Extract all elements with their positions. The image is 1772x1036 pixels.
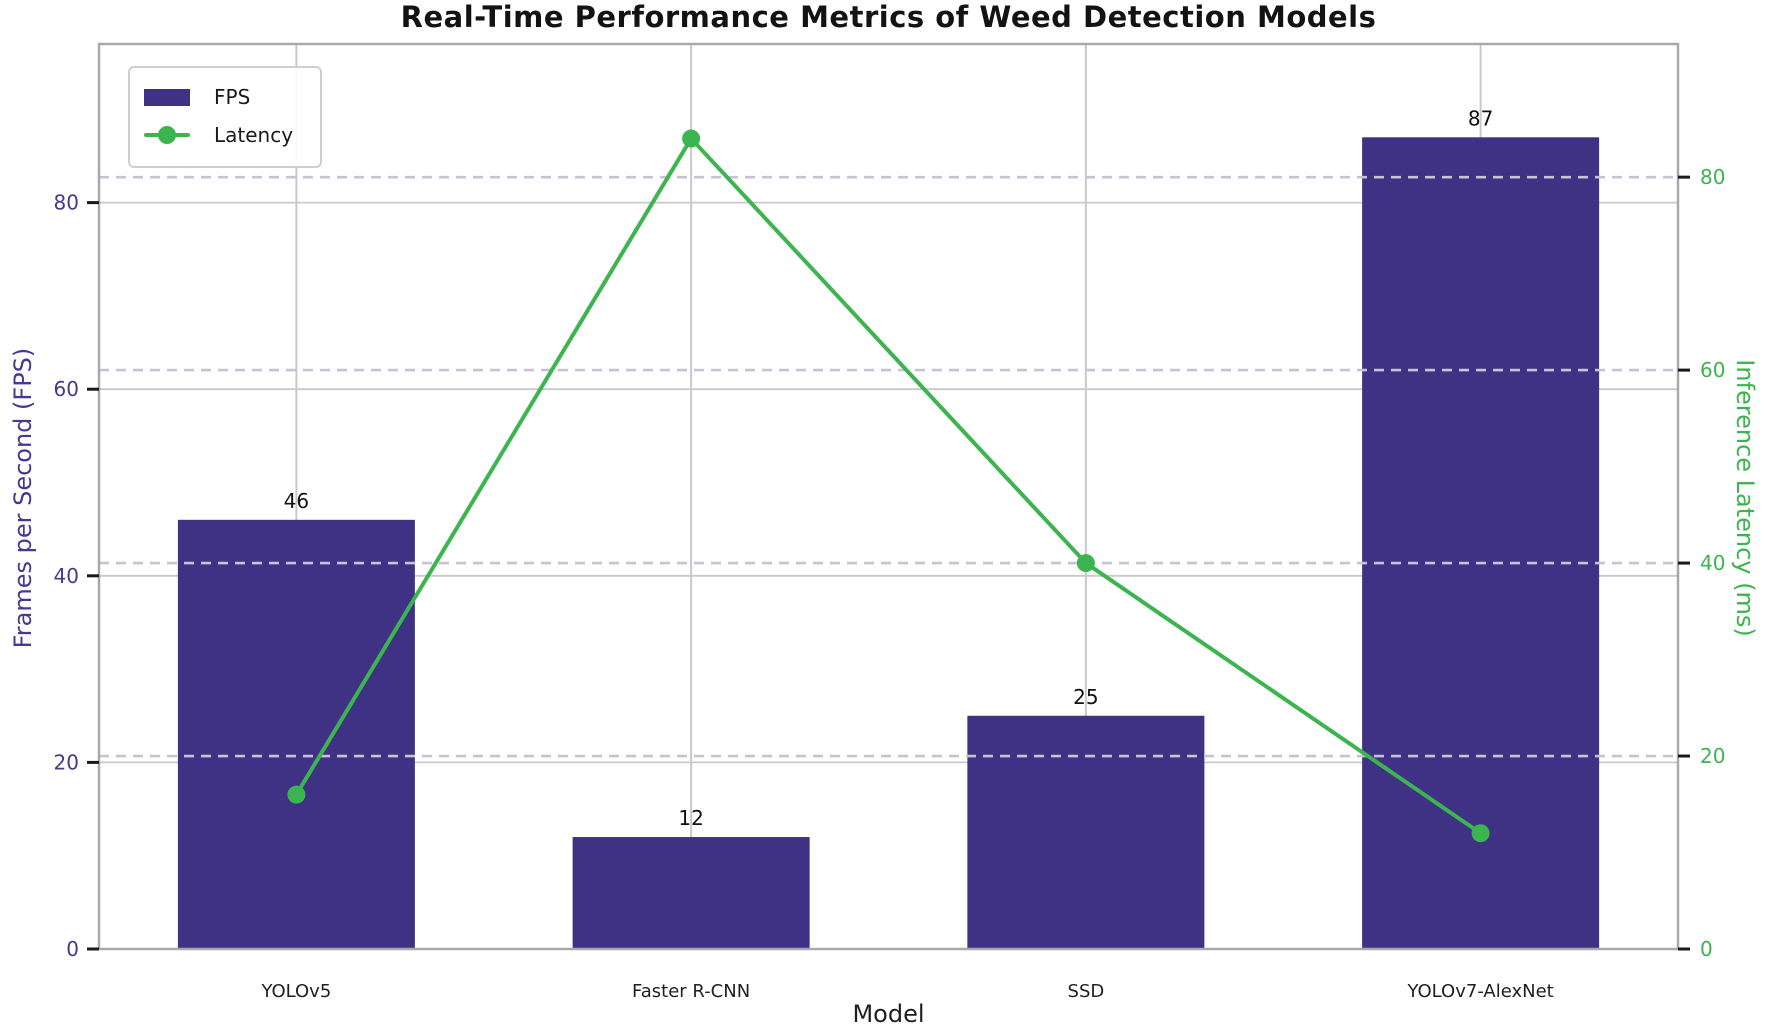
- latency-marker: [1471, 824, 1490, 843]
- latency-marker: [287, 785, 306, 804]
- fps-bar: [572, 837, 810, 949]
- x-axis-label: Model: [852, 1000, 925, 1028]
- x-tick-label: YOLOv5: [260, 981, 331, 1002]
- right-tick-label: 80: [1700, 165, 1725, 189]
- left-tick-label: 40: [54, 564, 79, 588]
- bar-value-label: 87: [1468, 106, 1493, 130]
- left-tick-label: 20: [54, 750, 79, 774]
- latency-marker: [1076, 554, 1095, 573]
- fps-bar: [967, 715, 1205, 949]
- x-tick-label: SSD: [1068, 981, 1105, 1002]
- x-tick-label: YOLOv7-AlexNet: [1406, 981, 1553, 1002]
- legend: FPS Latency: [128, 66, 322, 168]
- fps-bar: [177, 519, 415, 949]
- right-tick-label: 60: [1700, 358, 1725, 382]
- legend-item-fps: FPS: [144, 78, 320, 116]
- x-tick-label: Faster R-CNN: [632, 981, 750, 1002]
- latency-line-swatch-icon: [144, 126, 190, 144]
- left-tick-label: 60: [54, 377, 79, 401]
- fps-bar-swatch-icon: [144, 88, 190, 106]
- right-tick-label: 0: [1700, 937, 1713, 961]
- latency-marker: [682, 129, 701, 148]
- legend-label-latency: Latency: [214, 123, 294, 147]
- legend-item-latency: Latency: [144, 116, 320, 154]
- bar-value-label: 25: [1073, 685, 1098, 709]
- right-tick-label: 20: [1700, 744, 1725, 768]
- right-y-axis-label: Inference Latency (ms): [1731, 359, 1759, 637]
- latency-line: [294, 136, 1482, 835]
- plot-frame: [97, 42, 1680, 951]
- left-tick-label: 0: [66, 937, 79, 961]
- chart-title: Real-Time Performance Metrics of Weed De…: [400, 0, 1377, 34]
- fps-bar: [1362, 137, 1600, 950]
- right-tick-label: 40: [1700, 551, 1725, 575]
- legend-label-fps: FPS: [214, 85, 251, 109]
- left-y-axis-label: Frames per Second (FPS): [9, 347, 37, 649]
- bar-value-label: 46: [284, 489, 309, 513]
- bar-value-label: 12: [678, 806, 703, 830]
- left-tick-label: 80: [54, 191, 79, 215]
